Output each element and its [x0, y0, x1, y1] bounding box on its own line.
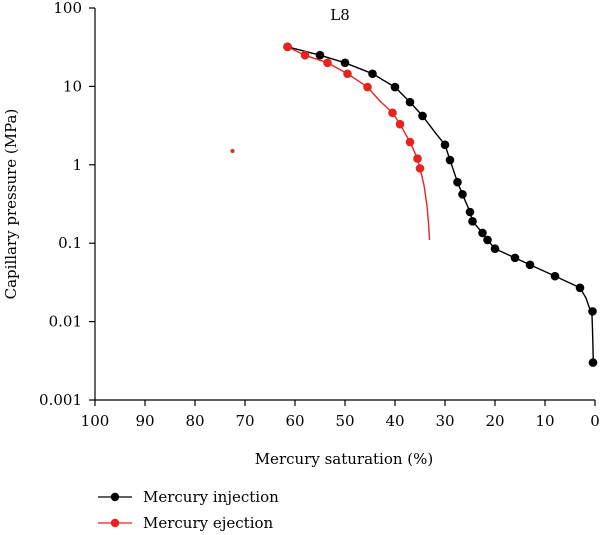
data-point-injection — [483, 235, 492, 245]
series-layer — [230, 42, 598, 367]
data-point-ejection — [388, 108, 397, 118]
x-tick-label: 20 — [485, 412, 504, 430]
x-tick-label: 0 — [590, 412, 600, 430]
x-axis-label: Mercury saturation (%) — [255, 450, 434, 468]
data-point-injection — [390, 82, 400, 92]
x-axis-ticks: 100 90 80 70 60 50 40 30 20 10 0 — [81, 400, 600, 430]
legend-marker-ejection — [110, 518, 120, 528]
x-tick-label: 90 — [135, 412, 154, 430]
data-point-injection — [525, 260, 535, 270]
data-point-injection — [458, 190, 467, 199]
y-tick-label: 10 — [63, 77, 82, 95]
data-point-ejection — [395, 119, 405, 129]
series-line-injection — [287, 46, 594, 363]
data-point-ejection — [405, 137, 415, 147]
y-tick-label: 0.001 — [39, 391, 82, 409]
data-point-ejection — [363, 82, 372, 92]
data-point-ejection — [300, 50, 310, 60]
x-tick-label: 100 — [81, 412, 110, 430]
data-point-ejection — [343, 69, 352, 79]
y-tick-label: 100 — [53, 0, 82, 17]
data-point-injection — [445, 155, 455, 165]
data-point-injection — [490, 244, 500, 254]
data-point-injection — [315, 50, 325, 60]
x-tick-label: 40 — [385, 412, 404, 430]
data-point-injection — [588, 307, 597, 316]
legend-label-injection: Mercury injection — [143, 488, 279, 506]
data-point-injection — [478, 228, 487, 238]
y-tick-label: 0.1 — [58, 234, 82, 252]
x-tick-label: 70 — [235, 412, 254, 430]
y-tick-label: 1 — [72, 156, 82, 174]
outlier-point-ejection — [230, 148, 235, 153]
data-point-injection — [340, 58, 350, 68]
data-point-injection — [468, 217, 477, 226]
data-point-injection — [575, 283, 585, 293]
data-point-ejection — [415, 164, 425, 173]
data-point-ejection — [323, 58, 332, 68]
data-point-injection — [588, 358, 598, 367]
chart-title: L8 — [330, 6, 350, 24]
data-point-injection — [465, 207, 475, 217]
legend-entry-injection: Mercury injection — [98, 488, 279, 506]
y-tick-label: 0.01 — [49, 313, 82, 331]
data-point-injection — [510, 253, 520, 263]
legend-label-ejection: Mercury ejection — [143, 514, 274, 532]
x-tick-label: 10 — [535, 412, 554, 430]
y-axis-ticks: 0.001 0.01 0.1 1 10 100 — [39, 0, 95, 409]
x-tick-label: 30 — [435, 412, 454, 430]
x-tick-label: 60 — [285, 412, 304, 430]
data-point-injection — [440, 140, 450, 150]
legend: Mercury injection Mercury ejection — [98, 488, 279, 532]
series-injection — [283, 42, 598, 367]
series-ejection — [230, 42, 431, 241]
data-point-ejection — [413, 154, 422, 163]
y-axis-label: Capillary pressure (MPa) — [2, 109, 20, 300]
data-point-injection — [405, 97, 415, 107]
data-point-injection — [418, 111, 427, 121]
legend-entry-ejection: Mercury ejection — [98, 514, 274, 532]
legend-marker-injection — [110, 492, 120, 502]
data-point-injection — [550, 271, 560, 281]
data-point-injection — [368, 69, 377, 79]
data-point-ejection — [283, 42, 292, 52]
x-tick-label: 50 — [335, 412, 354, 430]
x-tick-label: 80 — [185, 412, 204, 430]
data-point-injection — [453, 177, 462, 187]
